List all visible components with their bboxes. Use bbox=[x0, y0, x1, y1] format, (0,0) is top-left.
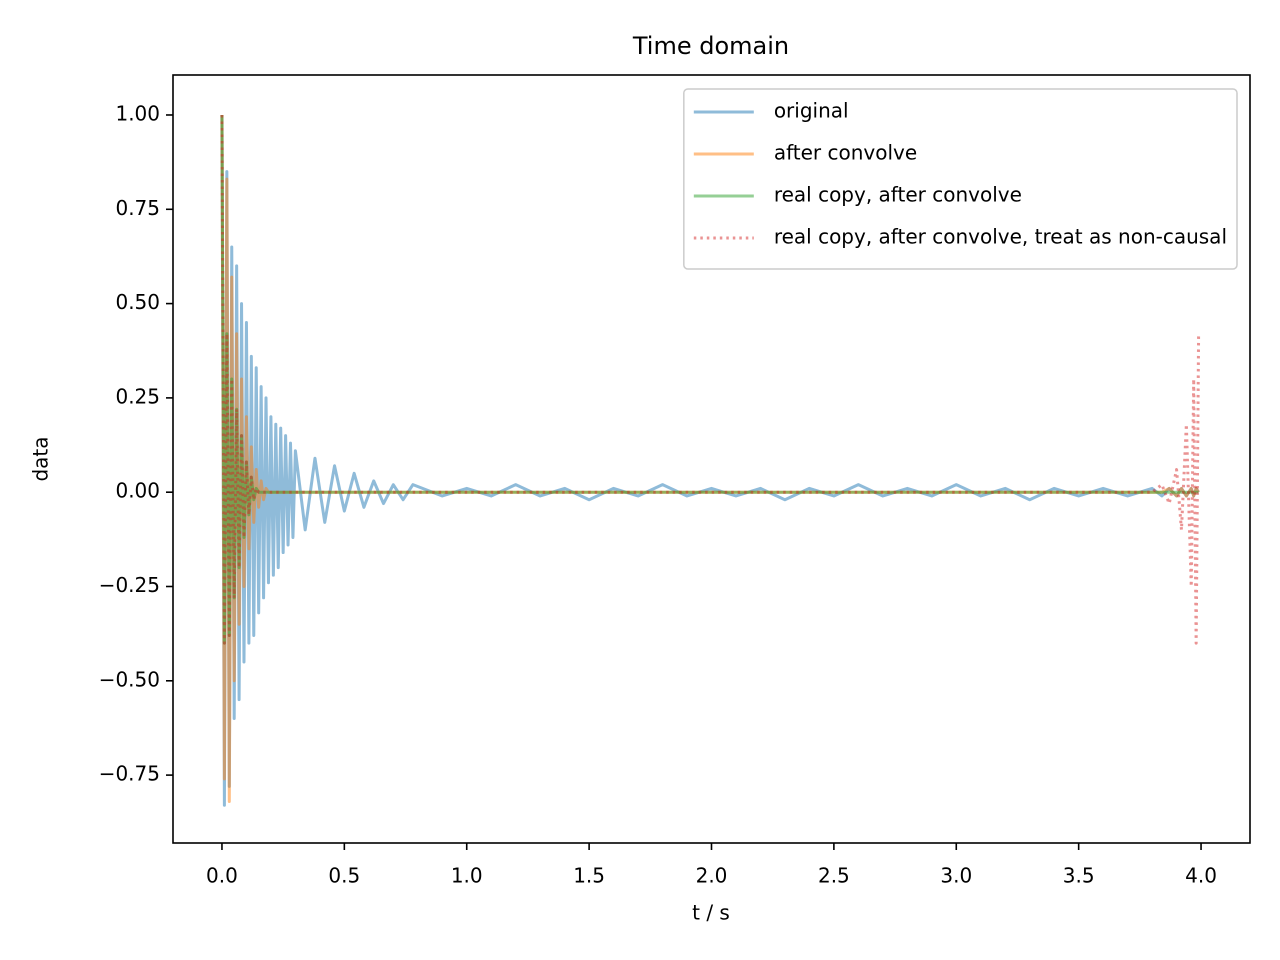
x-tick-label: 1.5 bbox=[573, 864, 605, 888]
legend: original after convolve real copy, after c… bbox=[683, 88, 1238, 270]
y-tick-label: 0.25 bbox=[115, 384, 160, 408]
legend-box bbox=[683, 88, 1238, 270]
x-tick-label: 1.0 bbox=[451, 864, 483, 888]
legend-label: original bbox=[774, 99, 849, 123]
y-tick-label: 0.75 bbox=[115, 196, 160, 220]
legend-label: after convolve bbox=[774, 141, 917, 165]
y-tick-label: 0.50 bbox=[115, 290, 160, 314]
legend-label: real copy, after convolve, treat as non-… bbox=[774, 225, 1227, 249]
series-line bbox=[220, 114, 1199, 645]
x-tick-label: 0.0 bbox=[206, 864, 238, 888]
y-tick-label: 0.00 bbox=[115, 479, 160, 503]
chart-title: Time domain bbox=[632, 32, 789, 60]
x-axis-label: t / s bbox=[692, 901, 730, 925]
legend-label: real copy, after convolve bbox=[774, 183, 1022, 207]
y-tick-label: −0.75 bbox=[99, 762, 160, 786]
y-tick-label: −0.25 bbox=[99, 573, 160, 597]
y-axis-label: data bbox=[29, 436, 53, 481]
y-tick-label: −0.50 bbox=[99, 667, 160, 691]
x-tick-label: 4.0 bbox=[1185, 864, 1217, 888]
y-tick-label: 1.00 bbox=[115, 101, 160, 125]
x-tick-label: 3.0 bbox=[940, 864, 972, 888]
axes-frame bbox=[172, 74, 1251, 844]
x-tick-label: 0.5 bbox=[328, 864, 360, 888]
plot-area bbox=[220, 114, 1201, 807]
x-tick-label: 2.5 bbox=[818, 864, 850, 888]
x-tick-label: 3.5 bbox=[1063, 864, 1095, 888]
x-tick-label: 2.0 bbox=[696, 864, 728, 888]
